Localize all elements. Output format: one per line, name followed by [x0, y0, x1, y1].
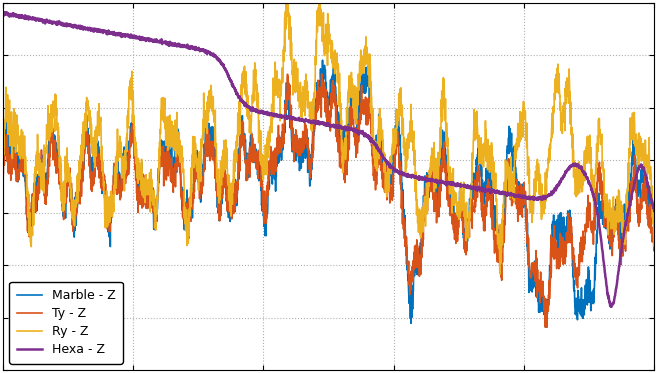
Ty - Z	[0, 177, 7, 182]
Ry - Z	[277, 94, 284, 98]
Ry - Z	[650, 242, 657, 247]
Ty - Z	[318, 72, 326, 76]
Ry - Z	[73, 201, 81, 206]
Marble - Z	[541, 325, 549, 329]
Ry - Z	[248, 97, 256, 101]
Ty - Z	[568, 235, 576, 240]
Ty - Z	[650, 248, 657, 253]
Marble - Z	[73, 201, 81, 206]
Ty - Z	[73, 203, 81, 207]
Ty - Z	[543, 325, 551, 330]
Hexa - Z	[3, 10, 11, 15]
Hexa - Z	[638, 164, 646, 169]
Ry - Z	[568, 125, 576, 129]
Ry - Z	[496, 272, 504, 276]
Ty - Z	[248, 136, 256, 140]
Marble - Z	[319, 58, 327, 62]
Hexa - Z	[277, 114, 285, 119]
Marble - Z	[650, 229, 657, 234]
Marble - Z	[277, 141, 284, 145]
Line: Ry - Z: Ry - Z	[3, 0, 654, 274]
Ty - Z	[638, 204, 646, 209]
Legend: Marble - Z, Ty - Z, Ry - Z, Hexa - Z: Marble - Z, Ty - Z, Ry - Z, Hexa - Z	[9, 282, 123, 364]
Ty - Z	[112, 182, 120, 186]
Line: Hexa - Z: Hexa - Z	[3, 12, 654, 307]
Hexa - Z	[568, 163, 576, 167]
Marble - Z	[638, 162, 646, 167]
Ty - Z	[277, 150, 284, 154]
Line: Marble - Z: Marble - Z	[3, 60, 654, 327]
Hexa - Z	[0, 12, 7, 16]
Marble - Z	[248, 148, 256, 152]
Ry - Z	[112, 154, 120, 159]
Hexa - Z	[74, 25, 81, 29]
Hexa - Z	[650, 209, 657, 213]
Hexa - Z	[249, 105, 257, 110]
Marble - Z	[568, 237, 576, 242]
Line: Ty - Z: Ty - Z	[3, 74, 654, 327]
Ry - Z	[638, 143, 646, 148]
Ry - Z	[0, 147, 7, 152]
Marble - Z	[0, 177, 7, 182]
Marble - Z	[112, 178, 120, 183]
Hexa - Z	[608, 304, 616, 309]
Hexa - Z	[112, 32, 120, 37]
